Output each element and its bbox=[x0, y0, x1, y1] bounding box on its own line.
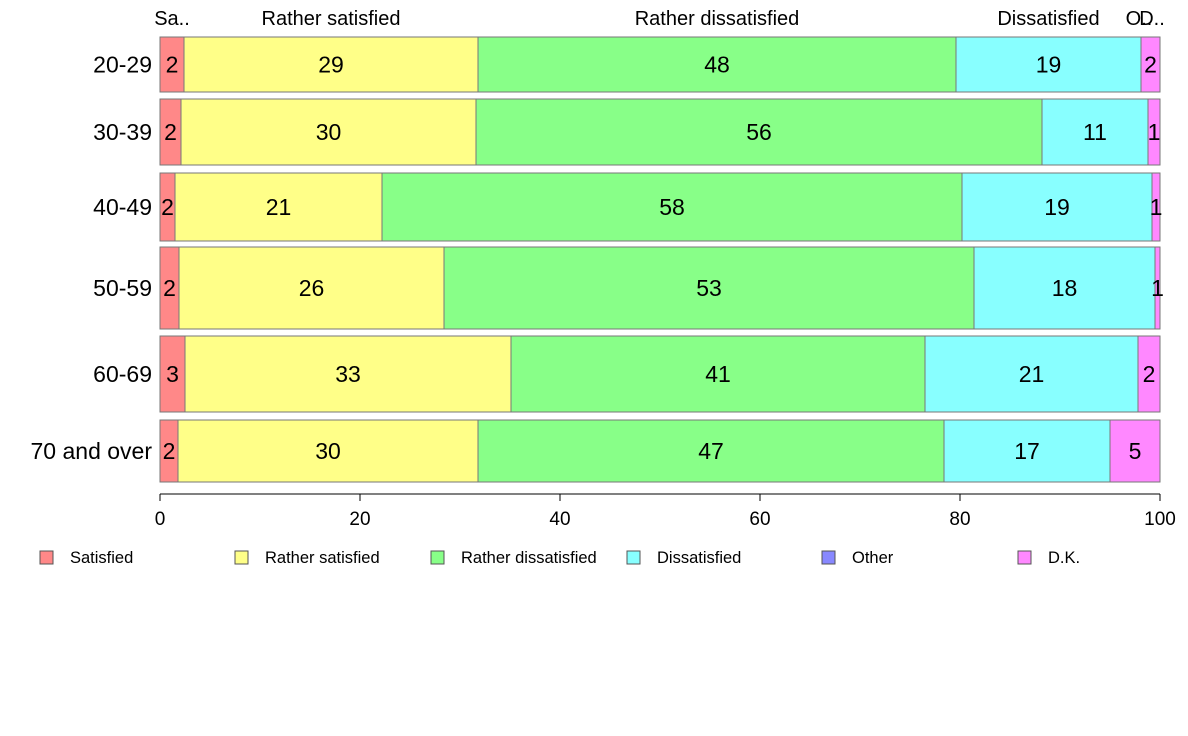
category-label: 70 and over bbox=[31, 438, 153, 464]
legend-swatch bbox=[234, 550, 249, 565]
data-label: 47 bbox=[698, 438, 724, 464]
bar-segment bbox=[184, 335, 512, 413]
bar-segment bbox=[1151, 172, 1161, 242]
bar-segment bbox=[1041, 98, 1149, 166]
data-label: 2 bbox=[1143, 361, 1156, 387]
category-label: 60-69 bbox=[93, 361, 152, 387]
bar-segment bbox=[1147, 98, 1161, 166]
bar-segment bbox=[961, 172, 1153, 242]
data-label: 41 bbox=[705, 361, 731, 387]
bar-segment bbox=[159, 36, 185, 93]
bar-segment bbox=[443, 246, 975, 330]
bar-segment bbox=[183, 36, 479, 93]
category-label: 40-49 bbox=[93, 194, 152, 220]
legend-swatch bbox=[626, 550, 641, 565]
bar-segment bbox=[973, 246, 1156, 330]
data-label: 29 bbox=[318, 52, 344, 78]
data-label: 26 bbox=[299, 275, 325, 301]
data-label: 2 bbox=[163, 438, 176, 464]
category-label: 50-59 bbox=[93, 275, 152, 301]
series-top-label: D.. bbox=[1139, 8, 1165, 30]
data-label: 30 bbox=[315, 438, 341, 464]
category-label: 20-29 bbox=[93, 52, 152, 78]
data-label: 2 bbox=[1144, 52, 1157, 78]
data-label: 11 bbox=[1083, 119, 1107, 145]
bar-segment bbox=[178, 246, 445, 330]
bar-segment bbox=[955, 36, 1142, 93]
bar-segment bbox=[180, 98, 477, 166]
legend-label: Other bbox=[852, 549, 894, 567]
bar-segment bbox=[177, 419, 479, 483]
series-top-label: Rather dissatisfied bbox=[635, 8, 800, 30]
series-top-label: Dissatisfied bbox=[997, 8, 1099, 30]
data-label: 2 bbox=[163, 275, 176, 301]
series-top-label: O.. bbox=[1126, 8, 1153, 30]
legend-label: D.K. bbox=[1048, 549, 1080, 567]
legend-label: Dissatisfied bbox=[657, 549, 741, 567]
data-label: 2 bbox=[166, 52, 179, 78]
data-label: 1 bbox=[1151, 275, 1164, 301]
x-tick-label: 0 bbox=[155, 509, 166, 530]
data-label: 19 bbox=[1044, 194, 1070, 220]
bar-segment bbox=[510, 335, 926, 413]
data-label: 53 bbox=[696, 275, 722, 301]
data-label: 2 bbox=[164, 119, 177, 145]
bar-segment bbox=[943, 419, 1111, 483]
data-label: 3 bbox=[166, 361, 179, 387]
bar-segment bbox=[381, 172, 963, 242]
legend-label: Rather dissatisfied bbox=[461, 549, 597, 567]
data-label: 1 bbox=[1150, 194, 1163, 220]
data-label: 56 bbox=[746, 119, 772, 145]
x-tick-label: 80 bbox=[949, 509, 970, 530]
x-tick-label: 40 bbox=[549, 509, 570, 530]
bar-segment bbox=[1154, 246, 1161, 330]
legend-swatch bbox=[821, 550, 836, 565]
category-label: 30-39 bbox=[93, 119, 152, 145]
x-tick-label: 20 bbox=[349, 509, 370, 530]
data-label: 5 bbox=[1129, 438, 1142, 464]
legend-swatch bbox=[1017, 550, 1032, 565]
bar-segment bbox=[477, 36, 957, 93]
data-label: 21 bbox=[266, 194, 292, 220]
data-label: 2 bbox=[161, 194, 174, 220]
data-label: 33 bbox=[335, 361, 361, 387]
legend-swatch bbox=[430, 550, 445, 565]
data-label: 17 bbox=[1014, 438, 1040, 464]
legend-label: Rather satisfied bbox=[265, 549, 380, 567]
legend-label: Satisfied bbox=[70, 549, 133, 567]
series-top-label: Sa.. bbox=[154, 8, 190, 30]
data-label: 1 bbox=[1148, 119, 1161, 145]
bar-segment bbox=[1140, 36, 1161, 93]
bar-segment bbox=[1137, 335, 1161, 413]
data-label: 19 bbox=[1036, 52, 1062, 78]
legend-swatch bbox=[39, 550, 54, 565]
bar-segment bbox=[477, 419, 945, 483]
bar-segment bbox=[475, 98, 1043, 166]
data-label: 30 bbox=[316, 119, 342, 145]
bar-segment bbox=[924, 335, 1139, 413]
data-label: 58 bbox=[659, 194, 685, 220]
bar-segment bbox=[1109, 419, 1161, 483]
data-label: 48 bbox=[704, 52, 730, 78]
data-label: 21 bbox=[1019, 361, 1045, 387]
series-top-label: Rather satisfied bbox=[262, 8, 401, 30]
x-tick-label: 60 bbox=[749, 509, 770, 530]
bar-segment bbox=[159, 335, 186, 413]
data-label: 18 bbox=[1052, 275, 1078, 301]
bar-segment bbox=[174, 172, 383, 242]
x-tick-label: 100 bbox=[1144, 509, 1176, 530]
